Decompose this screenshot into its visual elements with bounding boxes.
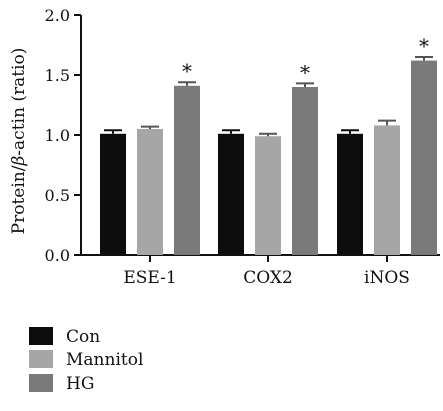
bar-hg-inos: [411, 60, 437, 255]
y-axis: 0.0 0.5 1.0 1.5 2.0: [45, 6, 82, 265]
legend-swatch-hg: [29, 374, 53, 392]
legend: Con Mannitol HG: [29, 327, 143, 394]
bar-mannitol-cox2: [255, 136, 281, 255]
bar-con-cox2: [218, 133, 244, 255]
legend-swatch-mannitol: [29, 350, 53, 368]
legend-label-con: Con: [66, 327, 100, 347]
significance-star: *: [182, 59, 192, 83]
y-axis-title: Protein/β-actin (ratio): [9, 48, 29, 235]
significance-star: *: [300, 60, 310, 84]
x-tick-label: iNOS: [364, 268, 410, 288]
x-tick-label: COX2: [243, 268, 293, 288]
bar-con-inos: [337, 133, 363, 255]
bar-mannitol-inos: [374, 125, 400, 256]
y-tick-label: 2.0: [45, 6, 70, 25]
x-axis: ESE-1 COX2 iNOS: [80, 254, 440, 288]
legend-swatch-con: [29, 327, 53, 345]
legend-label-hg: HG: [66, 374, 94, 394]
x-tick-label: ESE-1: [123, 268, 176, 288]
y-tick-label: 0.0: [45, 246, 70, 265]
legend-label-mannitol: Mannitol: [66, 350, 143, 370]
y-tick-label: 1.0: [45, 126, 70, 145]
y-tick-label: 0.5: [45, 186, 70, 205]
bar-hg-cox2: [292, 87, 318, 255]
bar-con-ese-1: [100, 133, 126, 255]
y-tick-label: 1.5: [45, 66, 70, 85]
significance-star: *: [419, 34, 429, 58]
bar-hg-ese-1: [174, 85, 200, 255]
bar-mannitol-ese-1: [137, 129, 163, 255]
bars: * * *: [100, 34, 437, 256]
